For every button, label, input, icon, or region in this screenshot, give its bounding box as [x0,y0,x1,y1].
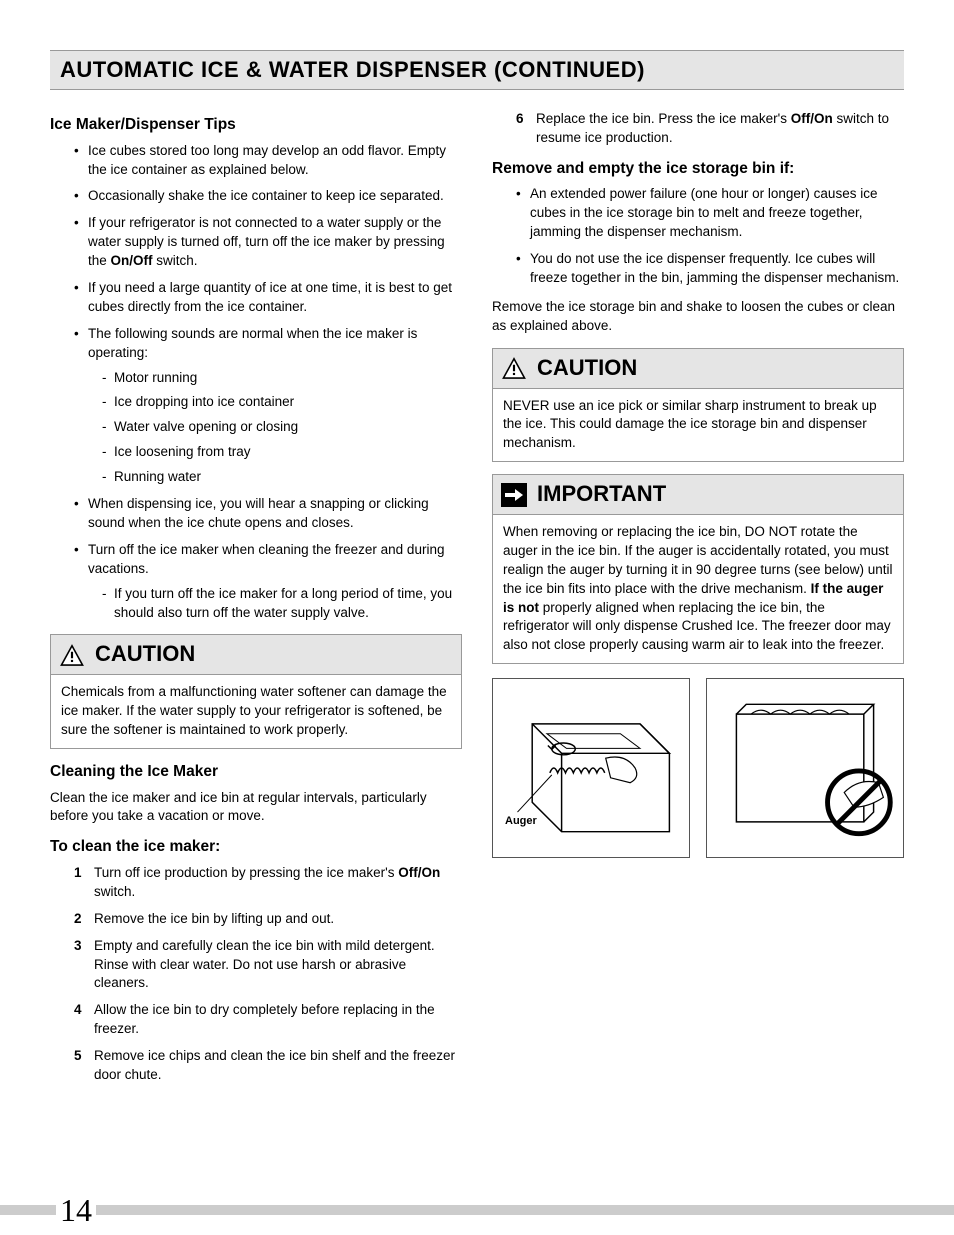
important-header: IMPORTANT [493,475,903,515]
step-item: 5Remove ice chips and clean the ice bin … [74,1047,462,1085]
warning-icon [59,643,85,667]
caution-header: CAUTION [51,635,461,675]
sub-item: Ice dropping into ice container [102,393,462,412]
left-column: Ice Maker/Dispenser Tips Ice cubes store… [50,110,462,1095]
tip-item: Occasionally shake the ice container to … [74,187,462,206]
important-title: IMPORTANT [537,479,666,510]
right-column: 6 Replace the ice bin. Press the ice mak… [492,110,904,1095]
sub-item: If you turn off the ice maker for a long… [102,585,462,623]
step-item: 6 Replace the ice bin. Press the ice mak… [516,110,904,148]
sub-item: Motor running [102,369,462,388]
diagram-row: Auger [492,678,904,858]
auger-label: Auger [505,814,537,829]
auger-align-diagram: Auger [492,678,690,858]
do-not-rotate-diagram [706,678,904,858]
vacation-sublist: If you turn off the ice maker for a long… [88,585,462,623]
important-body: When removing or replacing the ice bin, … [493,515,903,663]
step-item: 3Empty and carefully clean the ice bin w… [74,937,462,994]
step-item: 2Remove the ice bin by lifting up and ou… [74,910,462,929]
caution-box: CAUTION Chemicals from a malfunctioning … [50,634,462,748]
remove-list: An extended power failure (one hour or l… [492,185,904,287]
remove-heading: Remove and empty the ice storage bin if: [492,158,904,180]
footer-bar [0,1205,954,1215]
caution-title: CAUTION [95,639,195,670]
tip-item: Turn off the ice maker when cleaning the… [74,541,462,623]
remove-item: An extended power failure (one hour or l… [516,185,904,242]
section-title: AUTOMATIC ICE & WATER DISPENSER (CONTINU… [60,57,894,83]
section-header-bar: AUTOMATIC ICE & WATER DISPENSER (CONTINU… [50,50,904,90]
step-item: 1 Turn off ice production by pressing th… [74,864,462,902]
manual-page: AUTOMATIC ICE & WATER DISPENSER (CONTINU… [0,0,954,1235]
two-column-layout: Ice Maker/Dispenser Tips Ice cubes store… [50,110,904,1095]
toclean-heading: To clean the ice maker: [50,836,462,858]
diagram-svg [493,679,689,857]
sounds-sublist: Motor running Ice dropping into ice cont… [88,369,462,487]
caution-title: CAUTION [537,353,637,384]
sub-item: Ice loosening from tray [102,443,462,462]
diagram-svg [707,679,903,857]
cleaning-intro: Clean the ice maker and ice bin at regul… [50,789,462,827]
tip-item: If you need a large quantity of ice at o… [74,279,462,317]
caution-box-2: CAUTION NEVER use an ice pick or similar… [492,348,904,462]
warning-icon [501,356,527,380]
tips-heading: Ice Maker/Dispenser Tips [50,114,462,136]
tip-item: Ice cubes stored too long may develop an… [74,142,462,180]
tip-item: If your refrigerator is not connected to… [74,214,462,271]
sub-item: Running water [102,468,462,487]
cleaning-steps-cont: 6 Replace the ice bin. Press the ice mak… [492,110,904,148]
page-number: 14 [56,1192,96,1229]
remove-item: You do not use the ice dispenser frequen… [516,250,904,288]
tip-item: The following sounds are normal when the… [74,325,462,487]
caution-body: Chemicals from a malfunctioning water so… [51,675,461,748]
arrow-icon [501,483,527,507]
caution-body: NEVER use an ice pick or similar sharp i… [493,389,903,462]
tips-list: Ice cubes stored too long may develop an… [50,142,462,623]
remove-note: Remove the ice storage bin and shake to … [492,298,904,336]
cleaning-heading: Cleaning the Ice Maker [50,761,462,783]
important-box: IMPORTANT When removing or replacing the… [492,474,904,664]
caution-header: CAUTION [493,349,903,389]
sub-item: Water valve opening or closing [102,418,462,437]
step-item: 4Allow the ice bin to dry completely bef… [74,1001,462,1039]
tip-item: When dispensing ice, you will hear a sna… [74,495,462,533]
cleaning-steps: 1 Turn off ice production by pressing th… [50,864,462,1085]
